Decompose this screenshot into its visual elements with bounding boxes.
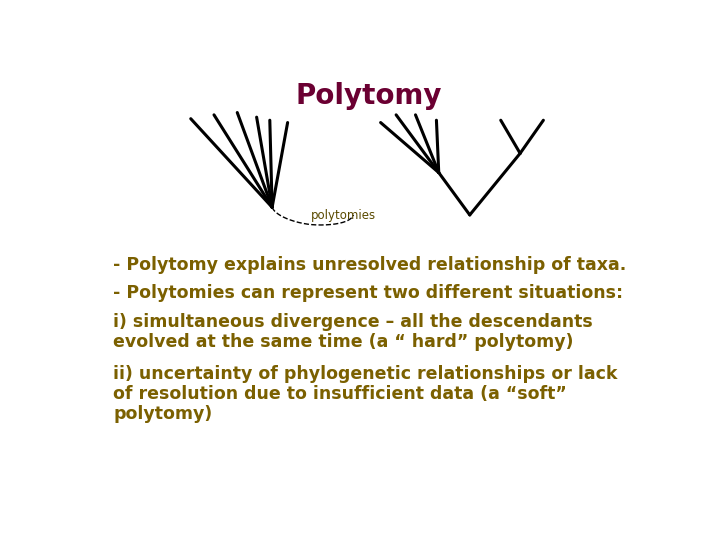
Text: polytomies: polytomies bbox=[311, 209, 376, 222]
Text: - Polytomy explains unresolved relationship of taxa.: - Polytomy explains unresolved relations… bbox=[113, 256, 626, 274]
Text: of resolution due to insufficient data (a “soft”: of resolution due to insufficient data (… bbox=[113, 385, 567, 403]
Text: polytomy): polytomy) bbox=[113, 405, 212, 423]
Text: evolved at the same time (a “ hard” polytomy): evolved at the same time (a “ hard” poly… bbox=[113, 333, 574, 351]
Text: ii) uncertainty of phylogenetic relationships or lack: ii) uncertainty of phylogenetic relation… bbox=[113, 365, 618, 383]
Text: - Polytomies can represent two different situations:: - Polytomies can represent two different… bbox=[113, 284, 624, 302]
Text: Polytomy: Polytomy bbox=[296, 82, 442, 110]
Text: i) simultaneous divergence – all the descendants: i) simultaneous divergence – all the des… bbox=[113, 313, 593, 330]
